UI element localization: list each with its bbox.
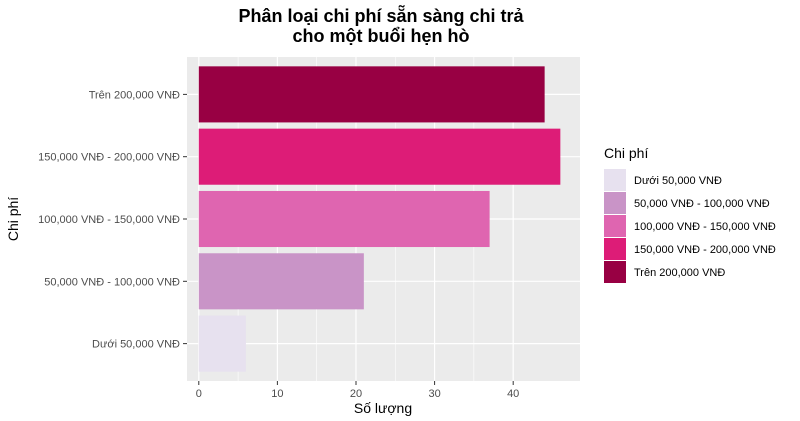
legend-key-5 — [604, 261, 626, 283]
legend-key-1 — [604, 169, 626, 191]
x-axis-title: Số lượng — [354, 400, 412, 416]
legend-label-4: 150,000 VNĐ - 200,000 VNĐ — [634, 244, 776, 256]
chart-title-line-1: Phân loại chi phí sẵn sàng chi trả — [238, 4, 524, 26]
legend-key-2 — [604, 192, 626, 214]
legend-label-3: 100,000 VNĐ - 150,000 VNĐ — [634, 221, 776, 233]
legend-key-3 — [604, 215, 626, 237]
x-tick-label: 0 — [196, 388, 202, 400]
chart-title-line-2: cho một buổi hẹn hò — [293, 26, 470, 46]
legend-title: Chi phí — [604, 145, 648, 161]
y-axis: Dưới 50,000 VNĐ 50,000 VNĐ - 100,000 VNĐ 1… — [38, 89, 187, 351]
x-tick-label: 40 — [507, 388, 519, 400]
bar-4 — [198, 128, 561, 185]
bar-1 — [198, 315, 246, 372]
legend-key-4 — [604, 238, 626, 260]
x-axis: 0 10 20 30 40 — [196, 381, 519, 400]
bar-3 — [198, 190, 490, 248]
y-tick-label: 100,000 VNĐ - 150,000 VNĐ — [38, 214, 180, 226]
x-tick-label: 20 — [350, 388, 362, 400]
bar-2 — [198, 253, 364, 310]
bars — [198, 66, 561, 372]
x-tick-label: 10 — [271, 388, 283, 400]
y-tick-label: 150,000 VNĐ - 200,000 VNĐ — [38, 152, 180, 164]
legend-label-1: Dưới 50,000 VNĐ — [634, 175, 722, 187]
bar-5 — [198, 66, 545, 123]
legend-label-2: 50,000 VNĐ - 100,000 VNĐ — [634, 198, 770, 210]
legend: Chi phí Dưới 50,000 VNĐ 50,000 VNĐ - 100,… — [604, 145, 776, 283]
legend-label-5: Trên 200,000 VNĐ — [634, 267, 725, 279]
y-axis-title: Chi phí — [5, 197, 21, 241]
y-tick-label: 50,000 VNĐ - 100,000 VNĐ — [44, 276, 180, 288]
x-tick-label: 30 — [428, 388, 440, 400]
y-tick-label: Dưới 50,000 VNĐ — [92, 339, 180, 351]
y-tick-label: Trên 200,000 VNĐ — [89, 89, 180, 101]
